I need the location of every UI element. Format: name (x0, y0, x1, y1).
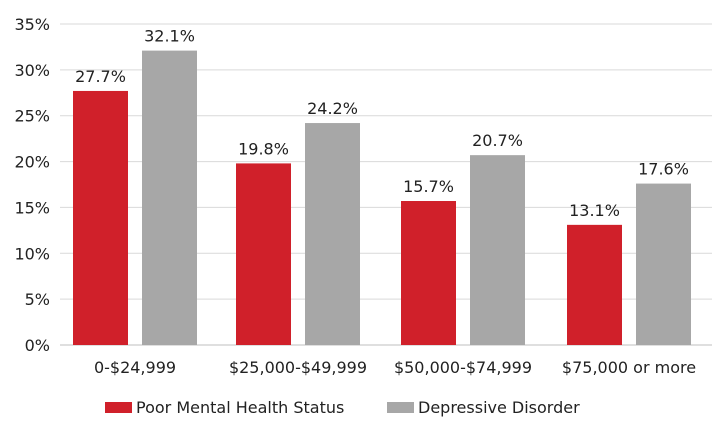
y-tick-label: 10% (14, 244, 50, 263)
y-tick-label: 20% (14, 153, 50, 172)
bar-poor-mental-health (567, 224, 622, 345)
legend-swatch (387, 402, 414, 413)
legend-swatch (105, 402, 132, 413)
legend: Poor Mental Health Status Depressive Diso… (105, 398, 580, 417)
x-category-label: $50,000-$74,999 (394, 358, 532, 377)
y-axis: 0% 5% 10% 15% 20% 25% 30% 35% (14, 15, 712, 355)
data-label: 19.8% (238, 139, 289, 158)
y-tick-label: 15% (14, 198, 50, 217)
y-tick-label: 30% (14, 61, 50, 80)
y-tick-label: 35% (14, 15, 50, 34)
bar-depressive-disorder (636, 183, 691, 345)
bar-depressive-disorder (305, 123, 360, 346)
x-category-label: $75,000 or more (562, 358, 696, 377)
x-category-label: 0-$24,999 (94, 358, 176, 377)
data-label: 20.7% (472, 131, 523, 150)
data-label: 17.6% (638, 160, 689, 179)
y-tick-label: 0% (25, 336, 50, 355)
legend-label: Poor Mental Health Status (136, 398, 344, 417)
bar-depressive-disorder (142, 50, 197, 346)
data-label: 15.7% (403, 177, 454, 196)
data-label: 13.1% (569, 201, 620, 220)
bar-poor-mental-health (401, 201, 456, 345)
data-label: 27.7% (75, 67, 126, 86)
bar-depressive-disorder (470, 155, 525, 345)
data-label: 32.1% (144, 27, 195, 46)
x-axis-labels: 0-$24,999 $25,000-$49,999 $50,000-$74,999 $… (94, 358, 696, 377)
bars (73, 50, 691, 346)
y-tick-label: 25% (14, 107, 50, 126)
data-label: 24.2% (307, 99, 358, 118)
data-labels: 27.7% 32.1% 19.8% 24.2% 15.7% 20.7% 13.1% 17.6% (75, 27, 689, 220)
bar-poor-mental-health (73, 90, 128, 345)
legend-label: Depressive Disorder (418, 398, 580, 417)
bar-poor-mental-health (236, 163, 291, 345)
x-category-label: $25,000-$49,999 (229, 358, 367, 377)
y-tick-label: 5% (25, 290, 50, 309)
